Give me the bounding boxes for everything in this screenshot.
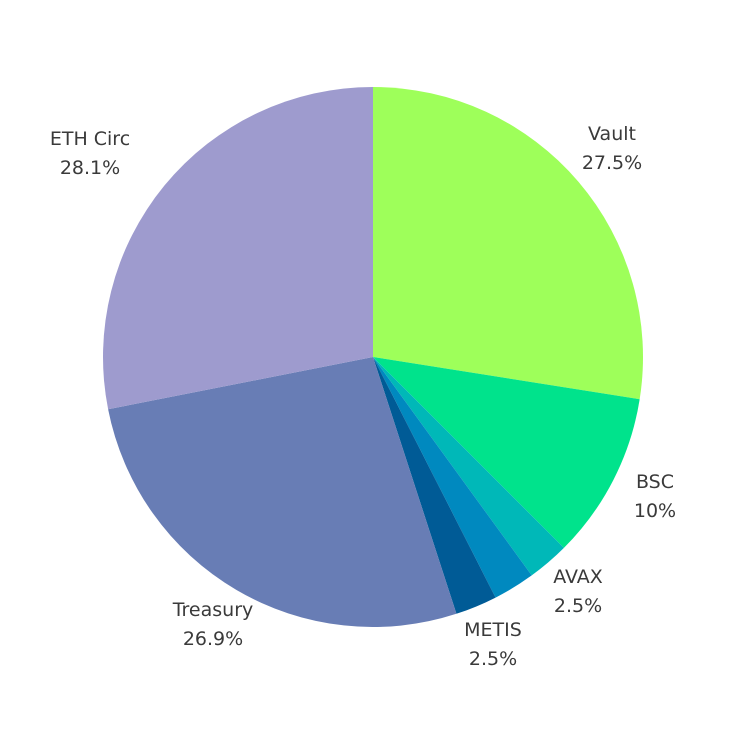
pie-slice-bsc (373, 357, 640, 548)
slice-name-eth-circ: ETH Circ (50, 128, 130, 150)
slice-percent-avax: 2.5% (554, 595, 602, 617)
slice-name-vault: Vault (588, 123, 636, 145)
slice-name-bsc: BSC (636, 471, 674, 493)
slice-name-avax: AVAX (553, 566, 603, 588)
pie-slice-eth-circ (103, 87, 373, 410)
slice-percent-bsc: 10% (634, 500, 676, 522)
slice-name-treasury: Treasury (172, 599, 254, 621)
slice-percent-metis: 2.5% (469, 648, 517, 670)
pie-slice-unlabeled-2 (373, 357, 564, 576)
slice-name-metis: METIS (464, 619, 522, 641)
slice-percent-eth-circ: 28.1% (60, 157, 120, 179)
pie-slice-treasury (108, 357, 457, 628)
pie-slice-vault (373, 87, 644, 400)
pie-slice-avax (373, 357, 532, 598)
slice-percent-treasury: 26.9% (183, 628, 243, 650)
pie-slice-metis (373, 357, 496, 614)
slice-percent-vault: 27.5% (582, 152, 642, 174)
